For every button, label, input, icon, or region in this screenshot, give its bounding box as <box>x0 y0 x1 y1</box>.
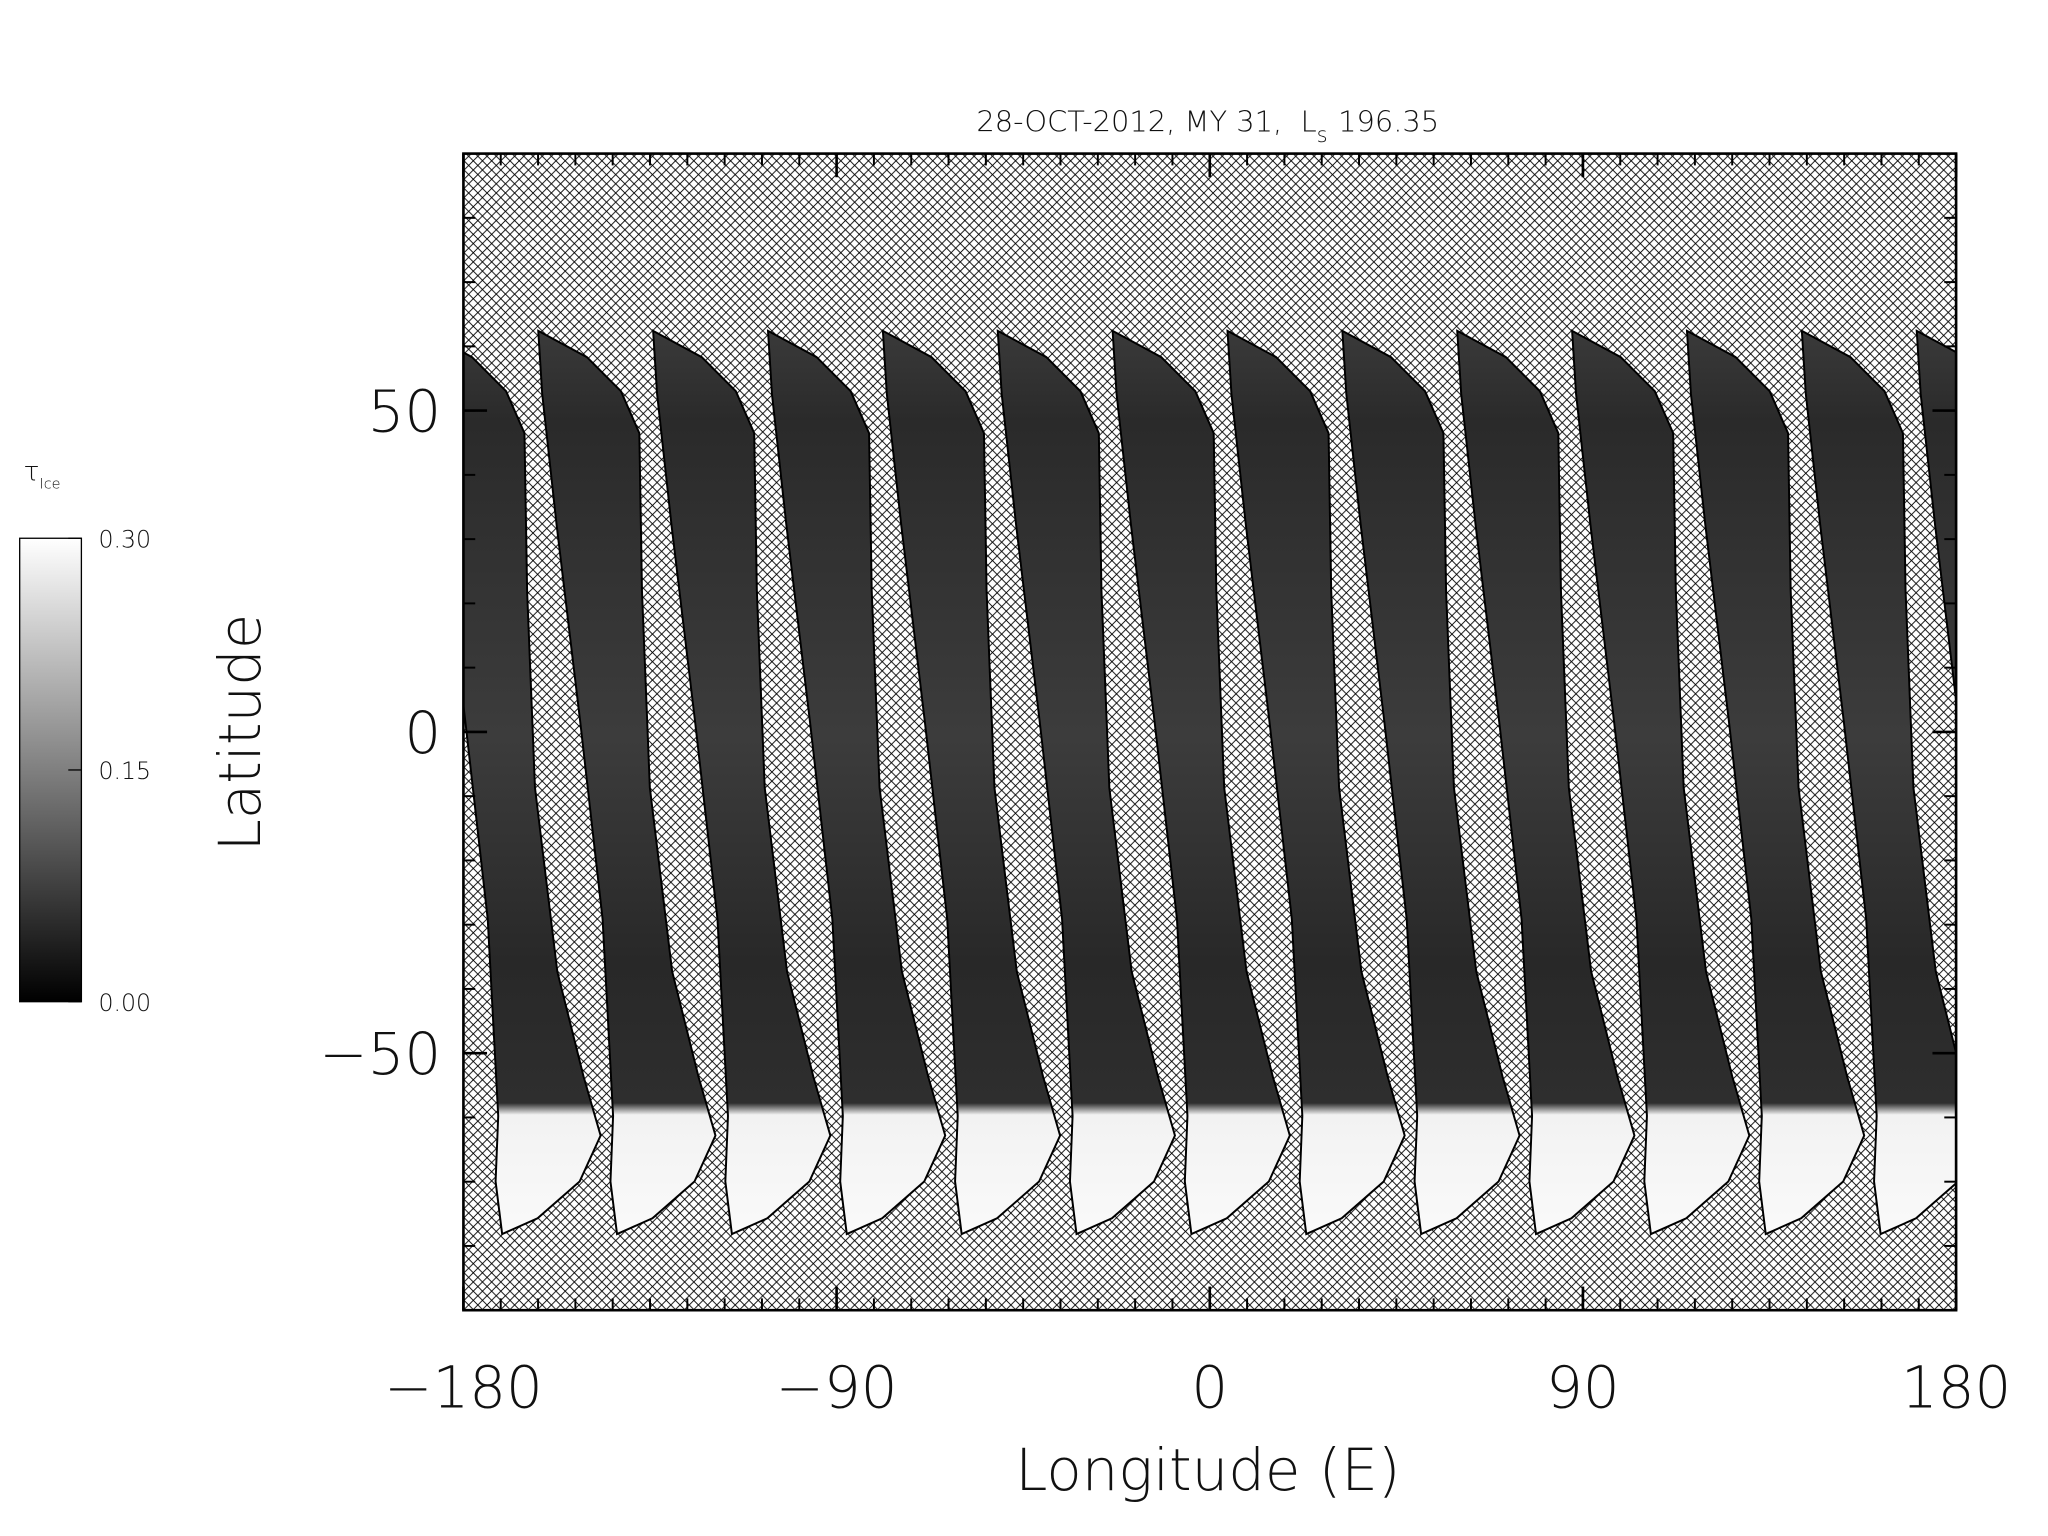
y-tick-label: 50 <box>368 378 442 446</box>
chart-title: 28-OCT-2012, MY 31, Ls 196.35 <box>976 104 1439 147</box>
title-ls-value: 196.35 <box>1338 104 1439 138</box>
swath <box>463 351 602 1236</box>
x-tick-label: 90 <box>1546 1353 1620 1421</box>
y-tick-label: −50 <box>319 1020 441 1088</box>
colorbar-tick-label: 0.30 <box>98 525 151 553</box>
axes: −180 −90 0 90 180 −50 0 50 <box>319 152 2011 1421</box>
swath <box>1226 329 1406 1236</box>
swath <box>881 329 1062 1236</box>
x-tick-label: −90 <box>776 1353 898 1421</box>
swath <box>996 329 1177 1236</box>
y-tick-label: 0 <box>404 699 441 767</box>
swath <box>1800 329 1957 1236</box>
swath <box>652 329 832 1236</box>
colorbar-label: τIce <box>24 457 61 492</box>
colorbar-tick-label: 0.00 <box>98 989 151 1017</box>
colorbar-axis: 0.00 0.15 0.30 <box>68 525 151 1017</box>
swaths <box>463 329 1957 1236</box>
swath <box>1456 329 1636 1236</box>
title-date: 28-OCT-2012, MY 31, <box>976 104 1282 138</box>
swath <box>1915 329 1957 709</box>
swath <box>1111 329 1291 1236</box>
title-ls-subscript: s <box>1317 123 1328 147</box>
x-tick-label: −180 <box>384 1353 543 1421</box>
swath <box>1571 329 1751 1236</box>
title-ls-symbol: L <box>1301 104 1317 138</box>
colorbar-subscript: Ice <box>39 476 60 492</box>
x-axis-label: Longitude (E) <box>1015 1436 1400 1504</box>
swath <box>766 329 947 1236</box>
x-tick-label: 0 <box>1191 1353 1228 1421</box>
swath <box>1341 329 1521 1236</box>
colorbar-symbol: τ <box>24 457 40 487</box>
swath <box>537 329 717 1236</box>
y-axis-label: Latitude <box>206 614 274 852</box>
x-tick-label: 180 <box>1901 1353 2011 1421</box>
colorbar-tick-label: 0.15 <box>98 757 151 785</box>
swath <box>1685 329 1866 1236</box>
